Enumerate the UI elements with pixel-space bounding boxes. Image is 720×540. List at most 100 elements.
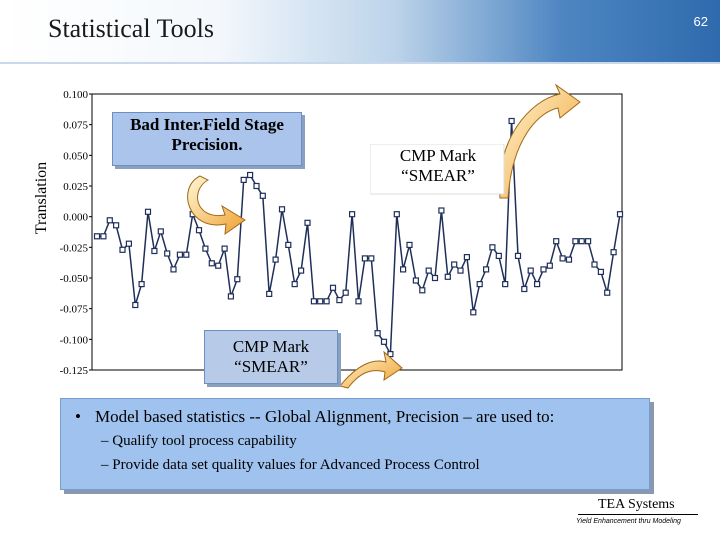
page-title: Statistical Tools [48,14,214,43]
y-tick-label: 0.000 [63,212,88,224]
data-point [176,251,183,258]
data-point [138,281,145,288]
data-point [291,281,298,288]
data-point [234,276,241,283]
data-point [227,293,234,300]
data-point [514,252,522,259]
y-tick-label: 0.100 [63,89,88,101]
data-point [463,254,470,261]
data-point [112,222,120,229]
bullet-panel: • Model based statistics -- Global Alignm… [60,398,650,490]
data-point [106,217,113,224]
data-point [247,171,254,179]
data-point [597,268,605,275]
curved-arrow-icon [339,350,403,389]
data-point [132,301,139,309]
data-point [208,260,215,267]
y-tick-label: -0.075 [60,304,89,316]
data-point [451,261,458,268]
data-point [584,238,592,245]
y-tick-label: 0.075 [63,120,88,132]
footer-tagline: Yield Enhancement thru Modeling [576,518,681,525]
y-tick-label: -0.125 [60,365,89,377]
data-point [591,261,598,268]
data-point [304,219,311,226]
data-point [329,284,337,291]
data-point [406,241,413,248]
data-point [221,245,228,252]
curved-arrow-icon [187,175,246,236]
data-point [285,241,292,248]
data-point [476,281,483,288]
data-point [508,117,515,125]
callout-smear-top-text: CMP Mark “SMEAR” [399,146,477,186]
data-point [336,297,343,304]
data-point [93,233,101,240]
data-point [572,238,579,245]
data-point [144,208,152,215]
translation-chart: Translation 0.100 0.075 0.050 0.025 0.000 -0.… [33,83,624,389]
y-tick-label: 0.025 [63,181,88,193]
data-point [368,255,375,262]
data-point [195,227,203,234]
data-point [540,266,547,273]
data-point [253,182,260,190]
data-point [310,298,317,305]
header-banner [0,0,720,62]
bullet-main-text: Model based statistics -- Global Alignme… [95,407,555,426]
data-point [578,238,585,245]
data-point [483,266,490,273]
data-point [125,240,133,247]
data-point [272,256,279,263]
callout-smear-top: CMP Mark “SMEAR” [370,144,506,196]
data-point [565,256,573,263]
data-point [553,238,560,245]
data-point [425,267,432,274]
data-point [502,281,509,288]
header-divider [0,62,720,64]
data-point [170,266,177,273]
data-point [164,250,171,257]
data-point [438,207,445,214]
data-point [616,211,624,218]
bullet-icon: • [75,407,81,426]
bullet-main: • Model based statistics -- Global Alignm… [75,407,554,427]
data-point [183,251,190,258]
data-point [470,309,477,316]
bullet-sub-item: – Qualify tool process capability [101,433,297,449]
data-point [259,192,266,199]
y-tick-label: -0.100 [60,334,89,346]
data-point [604,289,611,296]
data-point [151,247,158,255]
data-point [533,281,541,288]
data-point [157,228,164,235]
data-point [323,298,330,305]
data-point [495,252,502,259]
data-point [380,338,388,345]
data-point [546,262,553,269]
footer-company: TEA Systems [598,497,675,512]
curved-arrow-icon [499,83,581,199]
data-point [610,249,617,256]
data-point [489,244,496,251]
arrows [187,83,581,389]
y-tick-label: -0.025 [60,242,89,254]
callout-bad-precision: Bad Inter.Field Stage Precision. [112,112,302,166]
data-point [317,298,324,305]
data-point [349,211,356,218]
data-point [457,267,464,274]
y-tick-label: -0.050 [60,273,89,285]
y-axis-title: Translation [33,162,50,234]
callout-smear-bottom-text: CMP Mark “SMEAR” [232,337,310,377]
data-point [521,285,528,293]
data-point [559,255,566,262]
data-point [527,267,534,274]
data-point [278,206,286,213]
callout-smear-bottom: CMP Mark “SMEAR” [204,330,338,384]
callout-bad-precision-text: Bad Inter.Field Stage Precision. [130,115,284,155]
footer-divider [578,514,698,515]
data-point [355,298,362,305]
data-point [215,262,222,269]
data-point [342,289,349,296]
data-point [431,274,439,282]
